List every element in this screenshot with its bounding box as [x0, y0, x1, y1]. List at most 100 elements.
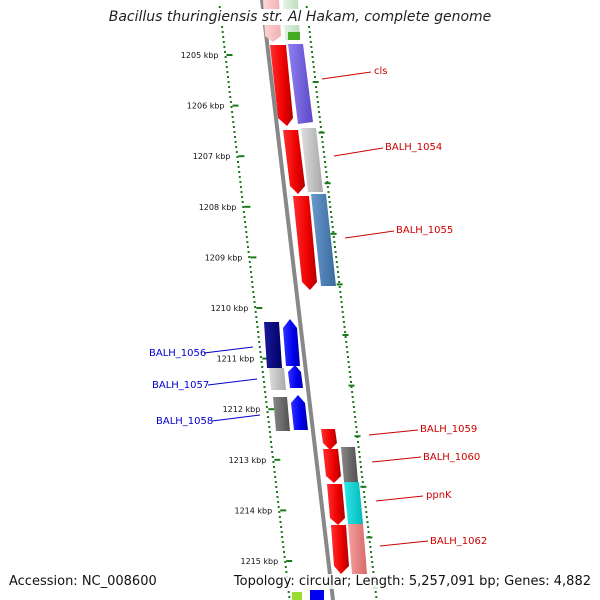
tick-dot	[235, 146, 238, 148]
scale-label: 1212 kbp	[223, 405, 261, 414]
tick-dot	[342, 316, 345, 318]
tick-dot	[310, 46, 313, 48]
tick-dot	[371, 561, 374, 563]
tick-dot	[280, 531, 283, 533]
leader-balh1059	[368, 429, 419, 436]
gene-partial-bottom-green	[292, 592, 302, 600]
tick-dot	[347, 361, 350, 363]
tick-dot	[267, 416, 270, 418]
tick-dot	[352, 401, 355, 403]
tick-dot	[336, 266, 339, 268]
tick-dot	[239, 181, 242, 183]
scale-label: 1215 kbp	[240, 557, 278, 566]
tick-dot	[233, 131, 236, 133]
tick-dot	[334, 251, 337, 253]
tick-dot	[332, 236, 335, 238]
tick-dot	[341, 306, 344, 308]
tick-dot	[339, 296, 342, 298]
leader-balh1057	[207, 378, 258, 386]
gene-label-balh1060: BALH_1060	[423, 452, 480, 463]
scale-label: 1211 kbp	[217, 355, 255, 364]
tick-dot	[250, 271, 252, 273]
tick-dot	[242, 211, 245, 213]
tick-dot	[315, 86, 318, 88]
tick-dot	[261, 366, 264, 368]
tick-dot	[322, 151, 325, 153]
tick-dot	[308, 31, 311, 33]
tick-dot	[288, 596, 291, 598]
tick-dot	[355, 431, 358, 433]
gene-balh1055-feature	[311, 194, 336, 286]
tick-dot	[338, 281, 341, 283]
tick-dot	[237, 161, 239, 163]
tick-dot	[247, 246, 249, 248]
tick-dot	[374, 591, 377, 593]
tick-dot	[263, 381, 265, 383]
tick-dot	[278, 511, 281, 513]
gene-balh1059-cds	[321, 429, 337, 450]
tick-dot	[262, 376, 265, 378]
tick-dot	[224, 56, 227, 58]
gene-label-balh1055: BALH_1055	[396, 225, 453, 236]
tick-dot	[243, 216, 246, 218]
partial-genes-bottom	[292, 590, 324, 600]
tick-dot	[281, 541, 284, 543]
tick-dot	[246, 241, 249, 243]
gene-cls-feature	[288, 44, 313, 124]
tick-dot	[228, 86, 231, 88]
leader-cls	[321, 71, 372, 80]
tick-dot	[277, 501, 280, 503]
tick-dot	[269, 436, 272, 438]
tick-dot	[338, 286, 341, 288]
tick-dot	[342, 321, 345, 323]
gene-balh1054-cds	[283, 130, 305, 194]
gene-ppnk-cds	[327, 484, 345, 525]
gene-features	[264, 44, 367, 574]
tick-dot	[287, 591, 290, 593]
scale-label: 1213 kbp	[229, 456, 267, 465]
tick-dot	[318, 111, 321, 113]
tick-dot	[351, 396, 354, 398]
leader-balh1055	[344, 230, 395, 239]
tick-dot	[231, 116, 234, 118]
tick-dot	[326, 186, 329, 188]
tick-dot	[345, 346, 348, 348]
map-title: Bacillus thuringiensis str. Al Hakam, co…	[0, 9, 600, 25]
tick-dot	[255, 316, 258, 318]
tick-dot	[362, 491, 365, 493]
gene-balh1060-cds	[323, 449, 341, 483]
tick-dot	[259, 351, 262, 353]
tick-dot	[281, 536, 284, 538]
gene-labels: cls BALH_1054 BALH_1055 BALH_1056 BALH_1…	[149, 66, 487, 547]
tick-dot	[316, 101, 319, 103]
tick-dot	[284, 561, 287, 563]
gene-balh1054-feature	[301, 128, 323, 192]
tick-dot	[335, 261, 338, 263]
tick-dot	[279, 521, 282, 523]
tick-dot	[313, 71, 316, 73]
tick-dot	[372, 571, 375, 573]
gene-label-balh1056: BALH_1056	[149, 348, 206, 359]
tick-dot	[347, 356, 349, 358]
tick-dot	[254, 311, 257, 313]
gene-balh1055-cds	[293, 196, 317, 290]
tick-dot	[350, 386, 353, 388]
tick-dot	[252, 291, 255, 293]
tick-dot	[244, 226, 247, 228]
tick-dot	[321, 136, 323, 138]
tick-dot	[247, 251, 250, 253]
right-tick-track	[305, 6, 379, 598]
gene-label-balh1059: BALH_1059	[420, 424, 477, 435]
tick-dot	[328, 196, 331, 198]
tick-dot	[337, 276, 340, 278]
scale-labels: 1205 kbp 1206 kbp 1207 kbp 1208 kbp 1209 kbp…	[181, 51, 293, 566]
leader-balh1060	[371, 456, 422, 463]
tick-dot	[371, 566, 374, 568]
tick-dot	[309, 41, 312, 43]
tick-dot	[249, 266, 252, 268]
tick-dot	[226, 71, 229, 73]
gene-label-balh1058: BALH_1058	[156, 416, 213, 427]
tick-dot	[254, 306, 257, 308]
tick-dot	[234, 141, 237, 143]
gene-balh1062-feature	[348, 524, 367, 574]
